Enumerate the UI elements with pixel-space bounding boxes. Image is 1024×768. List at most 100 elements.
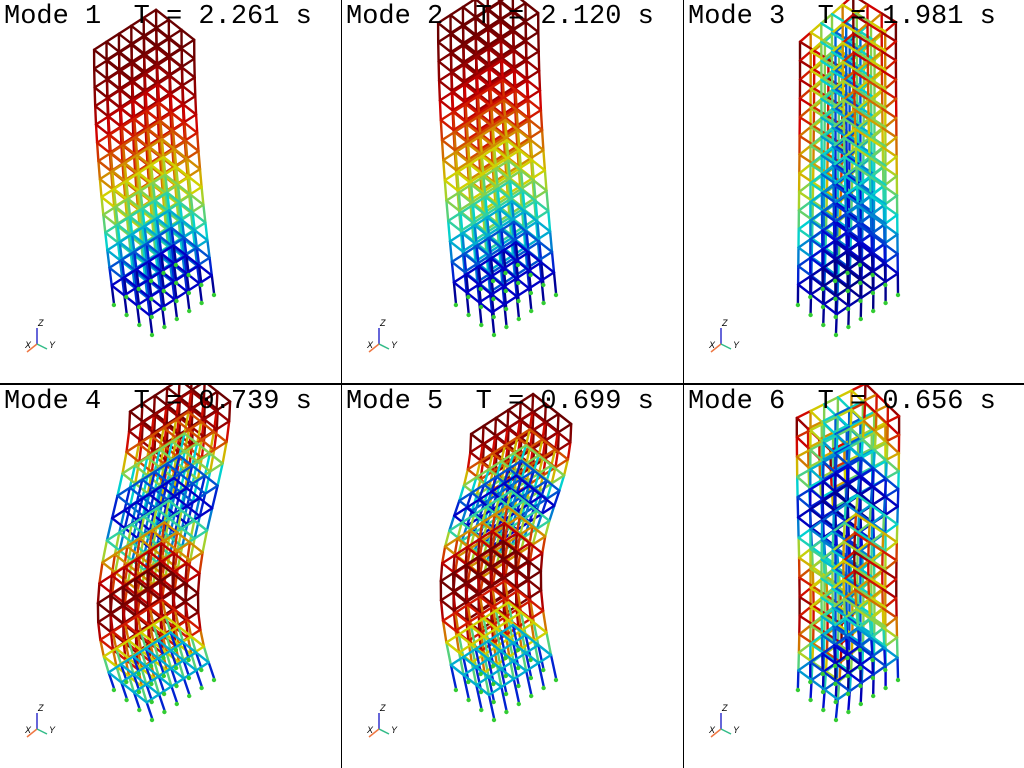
frame-member (830, 22, 844, 35)
frame-member (135, 268, 140, 289)
frame-member (152, 659, 161, 678)
frame-member (484, 195, 500, 209)
frame-member (895, 522, 899, 544)
frame-member (101, 539, 109, 564)
frame-member (437, 60, 441, 83)
frame-member (818, 450, 835, 460)
frame-member (446, 219, 452, 243)
frame-member (527, 494, 543, 505)
frame-member (842, 117, 859, 130)
frame-member (172, 476, 189, 490)
frame-member (147, 270, 163, 281)
frame-member (821, 480, 837, 494)
frame-member (506, 437, 522, 448)
frame-member (476, 94, 492, 108)
frame-member (210, 274, 216, 295)
frame-member (513, 79, 529, 90)
frame-member (798, 172, 815, 184)
frame-member (137, 171, 153, 185)
frame-member (531, 525, 547, 538)
frame-member (477, 283, 493, 296)
frame-member (462, 63, 466, 86)
axis-label: Z (37, 703, 44, 713)
frame-member (165, 462, 182, 475)
frame-member (173, 608, 189, 622)
frame-member (856, 136, 871, 149)
support (173, 647, 179, 653)
frame-member (859, 467, 875, 478)
frame-member (118, 70, 134, 83)
frame-member (834, 295, 851, 308)
frame-member (448, 240, 454, 264)
frame-member (125, 450, 141, 464)
frame-member (809, 41, 823, 53)
frame-member (153, 488, 169, 501)
frame-member (499, 623, 515, 635)
frame-member (537, 643, 553, 657)
support (186, 290, 192, 296)
frame-member (158, 580, 175, 594)
frame-member (135, 296, 151, 307)
panel-title: Mode 3 T = 1.981 s (688, 2, 996, 32)
axis-y (378, 343, 390, 350)
frame-member (450, 71, 466, 85)
frame-member (136, 614, 143, 634)
frame-member (884, 487, 900, 498)
frame-member (136, 171, 141, 193)
frame-member (809, 135, 823, 148)
frame-member (454, 150, 470, 164)
frame-member (160, 252, 176, 265)
frame-member (502, 285, 519, 298)
frame-member (158, 572, 174, 583)
frame-member (487, 452, 494, 471)
frame-member (148, 306, 164, 317)
frame-member (866, 3, 883, 15)
frame-member (149, 163, 155, 185)
frame-member (821, 248, 837, 261)
frame-member (123, 622, 140, 636)
frame-member (153, 470, 169, 483)
frame-member (478, 595, 495, 609)
frame-member (797, 536, 814, 549)
frame-member (886, 441, 901, 455)
frame-member (884, 78, 898, 90)
frame-member (183, 254, 188, 275)
frame-member (98, 561, 104, 585)
frame-member (144, 639, 160, 650)
frame-member (450, 260, 456, 284)
frame-member (834, 509, 850, 523)
frame-member (501, 521, 506, 543)
frame-member (532, 469, 548, 482)
frame-member (128, 464, 137, 489)
frame-member (457, 201, 473, 212)
frame-member (146, 448, 161, 459)
frame-member (809, 125, 826, 138)
frame-member (178, 472, 194, 485)
support (111, 302, 117, 308)
frame-member (540, 494, 556, 507)
frame-member (872, 459, 888, 470)
frame-member (198, 492, 207, 518)
frame-member (110, 571, 117, 595)
frame-member (532, 621, 540, 647)
structure-view: ZX Y (24, 8, 217, 353)
frame-member (133, 286, 139, 307)
frame-member (857, 194, 872, 206)
frame-member (797, 227, 814, 240)
frame-member (107, 663, 123, 674)
support (211, 292, 217, 298)
frame-member (200, 430, 216, 442)
frame-member (499, 649, 515, 663)
frame-member (186, 157, 202, 171)
frame-member (545, 189, 550, 213)
frame-member (107, 107, 123, 118)
frame-member (834, 407, 851, 417)
frame-member (809, 248, 824, 259)
support (832, 278, 838, 284)
frame-member (491, 118, 507, 130)
frame-member (529, 609, 545, 621)
frame-member (120, 117, 136, 129)
frame-member (477, 104, 492, 116)
frame-member (466, 603, 473, 628)
frame-member (468, 155, 484, 166)
